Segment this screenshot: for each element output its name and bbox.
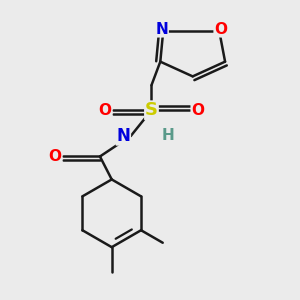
Text: O: O xyxy=(191,103,204,118)
Text: N: N xyxy=(155,22,168,37)
Text: N: N xyxy=(116,127,130,145)
Text: S: S xyxy=(145,101,158,119)
Text: O: O xyxy=(49,149,62,164)
Text: H: H xyxy=(162,128,175,143)
Text: O: O xyxy=(99,103,112,118)
Text: O: O xyxy=(214,22,227,37)
